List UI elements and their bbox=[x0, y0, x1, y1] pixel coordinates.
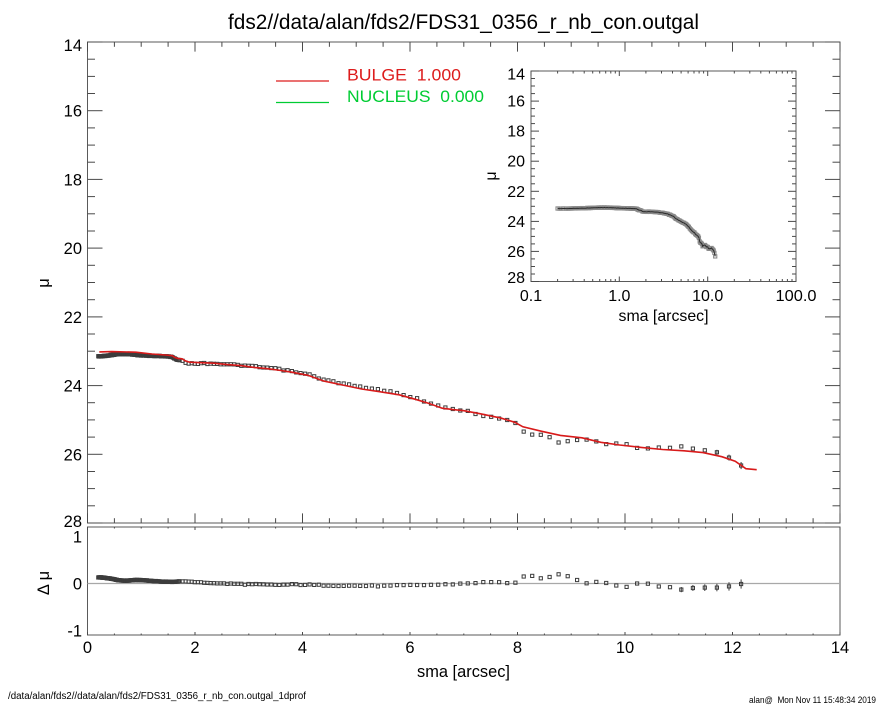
svg-text:100.0: 100.0 bbox=[776, 288, 817, 305]
svg-text:20: 20 bbox=[507, 154, 525, 171]
svg-text:24: 24 bbox=[507, 214, 525, 231]
svg-text:0: 0 bbox=[83, 639, 92, 657]
svg-text:28: 28 bbox=[64, 513, 82, 531]
svg-text:14: 14 bbox=[64, 37, 82, 55]
svg-text:26: 26 bbox=[507, 244, 525, 261]
svg-text:10.0: 10.0 bbox=[692, 288, 723, 305]
svg-text:20: 20 bbox=[64, 240, 82, 258]
svg-text:/data/alan/fds2//data/alan/fds: /data/alan/fds2//data/alan/fds2/FDS31_03… bbox=[8, 691, 306, 702]
svg-text:28: 28 bbox=[507, 270, 525, 287]
svg-text:26: 26 bbox=[64, 446, 82, 464]
svg-text:alan@ Mon Nov 11 15:48:34 201: alan@ Mon Nov 11 15:48:34 2019 bbox=[749, 695, 876, 706]
svg-text:18: 18 bbox=[64, 171, 82, 189]
svg-text:NUCLEUS 0.000: NUCLEUS 0.000 bbox=[347, 87, 484, 106]
svg-text:2: 2 bbox=[190, 639, 199, 657]
svg-text:22: 22 bbox=[64, 309, 82, 327]
svg-text:18: 18 bbox=[507, 124, 525, 141]
svg-text:μ: μ bbox=[483, 171, 500, 180]
svg-text:sma [arcsec]: sma [arcsec] bbox=[417, 663, 510, 681]
svg-text:0.1: 0.1 bbox=[520, 288, 542, 305]
svg-text:6: 6 bbox=[405, 639, 414, 657]
svg-text:8: 8 bbox=[513, 639, 522, 657]
svg-text:1: 1 bbox=[73, 529, 82, 547]
svg-text:Δ μ: Δ μ bbox=[35, 571, 53, 595]
svg-text:10: 10 bbox=[616, 639, 634, 657]
svg-text:22: 22 bbox=[507, 184, 525, 201]
svg-text:fds2//data/alan/fds2/FDS31_035: fds2//data/alan/fds2/FDS31_0356_r_nb_con… bbox=[228, 11, 699, 34]
svg-text:1.0: 1.0 bbox=[608, 288, 630, 305]
svg-text:BULGE 1.000: BULGE 1.000 bbox=[347, 66, 461, 85]
svg-text:14: 14 bbox=[507, 67, 525, 84]
svg-text:4: 4 bbox=[298, 639, 307, 657]
svg-text:12: 12 bbox=[723, 639, 741, 657]
svg-text:μ: μ bbox=[35, 278, 53, 288]
svg-text:14: 14 bbox=[831, 639, 849, 657]
svg-text:16: 16 bbox=[507, 94, 525, 111]
svg-text:-1: -1 bbox=[67, 622, 82, 640]
svg-text:0: 0 bbox=[73, 576, 82, 594]
svg-text:24: 24 bbox=[64, 378, 82, 396]
svg-text:sma [arcsec]: sma [arcsec] bbox=[619, 308, 709, 325]
svg-text:16: 16 bbox=[64, 103, 82, 121]
